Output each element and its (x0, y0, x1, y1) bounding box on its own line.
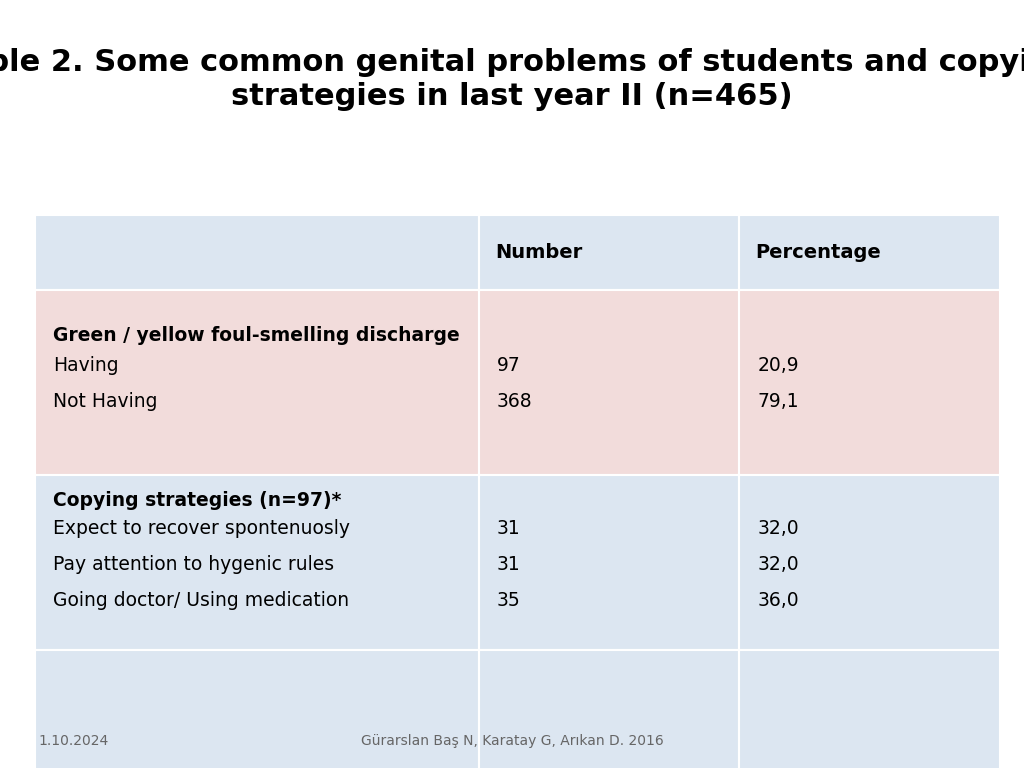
Bar (739, 215, 1000, 290)
Text: 79,1: 79,1 (758, 392, 799, 411)
Text: 31: 31 (497, 519, 520, 538)
Text: Copying strategies (n=97)*: Copying strategies (n=97)* (53, 491, 341, 510)
Text: Going doctor/ Using medication: Going doctor/ Using medication (53, 591, 349, 610)
Text: 31: 31 (497, 555, 520, 574)
Text: Table 2. Some common genital problems of students and copying: Table 2. Some common genital problems of… (0, 48, 1024, 77)
Text: Pay attention to hygenic rules: Pay attention to hygenic rules (53, 555, 334, 574)
Bar (479, 475, 739, 650)
Text: 35: 35 (497, 591, 520, 610)
Text: Green / yellow foul-smelling discharge: Green / yellow foul-smelling discharge (53, 326, 460, 345)
Bar (35, 650, 479, 768)
Text: Percentage: Percentage (756, 243, 882, 262)
Bar (739, 290, 1000, 475)
Bar (479, 215, 739, 290)
Text: 1.10.2024: 1.10.2024 (38, 734, 109, 748)
Text: Number: Number (495, 243, 583, 262)
Text: Gürarslan Baş N, Karatay G, Arıkan D. 2016: Gürarslan Baş N, Karatay G, Arıkan D. 20… (360, 734, 664, 748)
Text: 368: 368 (497, 392, 532, 411)
Bar (739, 650, 1000, 768)
Bar (35, 475, 479, 650)
Text: 97: 97 (497, 356, 520, 375)
Bar (35, 290, 479, 475)
Text: Expect to recover spontenuosly: Expect to recover spontenuosly (53, 519, 350, 538)
Text: Having: Having (53, 356, 119, 375)
Bar (739, 475, 1000, 650)
Text: 32,0: 32,0 (758, 555, 799, 574)
Text: 36,0: 36,0 (758, 591, 799, 610)
Text: 32,0: 32,0 (758, 519, 799, 538)
Bar (35, 215, 479, 290)
Text: Not Having: Not Having (53, 392, 158, 411)
Text: 20,9: 20,9 (758, 356, 799, 375)
Bar (479, 290, 739, 475)
Bar (479, 650, 739, 768)
Text: strategies in last year II (n=465): strategies in last year II (n=465) (231, 82, 793, 111)
